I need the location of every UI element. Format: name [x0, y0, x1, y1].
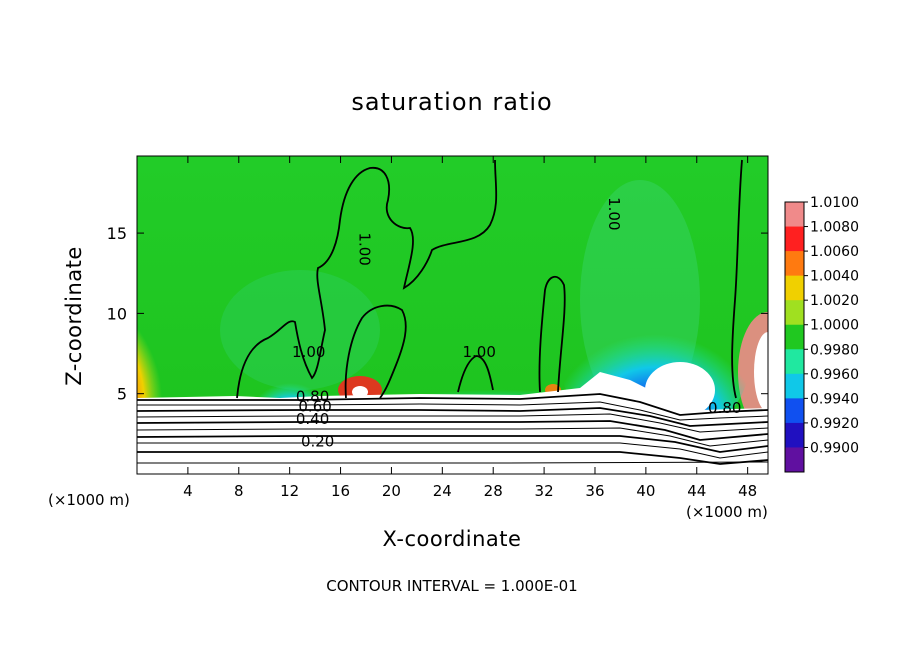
colorbar-label: 1.0020 [810, 293, 859, 309]
contour-label: 1.00 [463, 343, 496, 361]
x-unit-label-right: (×1000 m) [686, 503, 768, 521]
colorbar-swatch [785, 422, 804, 448]
colorbar-label: 1.0040 [810, 269, 859, 285]
x-tick-label: 28 [484, 482, 503, 500]
colorbar-swatch [785, 226, 804, 252]
contour-lines-1.00 [236, 159, 743, 399]
x-tick-label: 32 [535, 482, 554, 500]
x-tick-label: 36 [585, 482, 604, 500]
colorbar-swatch [785, 324, 804, 350]
y-axis-title: Z-coordinate [62, 246, 86, 386]
x-tick-label: 24 [433, 482, 452, 500]
colorbar-label: 0.9980 [810, 342, 859, 358]
colorbar-label: 1.0000 [810, 318, 859, 334]
contour-labels: 1.001.001.001.000.800.600.400.200.80 [292, 197, 741, 451]
x-tick-label: 44 [687, 482, 706, 500]
contour-label: 1.00 [356, 232, 374, 265]
contour-label: 0.20 [301, 433, 334, 451]
contour-label: 0.60 [298, 397, 331, 415]
chart-title: saturation ratio [351, 88, 553, 116]
contour-interval-note: CONTOUR INTERVAL = 1.000E-01 [326, 577, 578, 595]
contour-label: 0.80 [296, 388, 329, 406]
colorbar-frame [784, 201, 805, 473]
contour-lines-lower [137, 393, 768, 465]
colorbar-label: 0.9960 [810, 367, 859, 383]
colorbar-label: 0.9900 [810, 440, 859, 456]
terrain-region [137, 372, 768, 474]
colorbar-label: 0.9920 [810, 416, 859, 432]
x-tick-label: 48 [738, 482, 757, 500]
colorbar-swatch [785, 447, 804, 473]
colorbar-swatch [785, 398, 804, 424]
colorbar-label: 1.0060 [810, 244, 859, 260]
colorbar-swatch [785, 202, 804, 228]
x-axis-title: X-coordinate [382, 527, 522, 551]
colorbar-swatch [785, 349, 804, 375]
colorbar-swatch [785, 275, 804, 301]
colorbar-swatch [785, 251, 804, 277]
contour-label: 1.00 [605, 197, 623, 230]
plot-frame [136, 155, 769, 475]
x-tick-label: 16 [331, 482, 350, 500]
colorbar-label: 1.0080 [810, 220, 859, 236]
x-unit-label-left: (×1000 m) [48, 491, 130, 509]
colorbar-swatch [785, 373, 804, 399]
y-tick-label: 5 [117, 385, 127, 404]
y-tick-label: 10 [107, 304, 127, 323]
colorbar-swatch [785, 300, 804, 326]
x-tick-label: 8 [234, 482, 244, 500]
contour-label: 1.00 [292, 343, 325, 361]
contour-label: 0.80 [708, 399, 741, 417]
x-tick-label: 12 [280, 482, 299, 500]
x-tick-label: 4 [183, 482, 193, 500]
x-axis: 4 8 12 16 20 24 28 32 36 40 44 48 [183, 156, 757, 500]
y-axis: 5 10 15 [107, 224, 768, 404]
y-tick-label: 15 [107, 224, 127, 243]
colorbar-label: 1.0100 [810, 195, 859, 211]
plot-area [137, 156, 768, 474]
x-tick-label: 40 [636, 482, 655, 500]
x-tick-label: 20 [382, 482, 401, 500]
contour-label: 0.40 [296, 410, 329, 428]
colorbar-label: 0.9940 [810, 391, 859, 407]
colorbar: 1.0100 1.0080 1.0060 1.0040 1.0020 1.0000 0.99… [784, 195, 859, 473]
